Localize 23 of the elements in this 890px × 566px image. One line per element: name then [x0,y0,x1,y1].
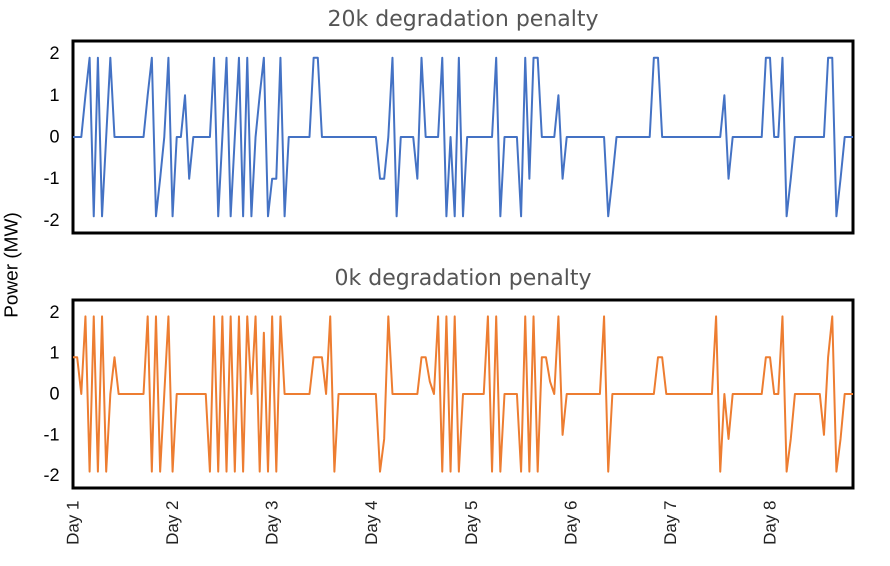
x-tick-label: Day 3 [262,500,282,545]
x-tick-label: Day 1 [64,500,82,545]
x-tick-label: Day 2 [163,500,182,545]
y-tick-label: -1 [43,424,60,444]
x-tick-label: Day 4 [362,500,382,545]
line-series [73,315,853,473]
chart-title: 20k degradation penalty [328,7,598,32]
y-tick-label: 1 [49,84,60,105]
line-series [73,56,853,218]
y-tick-label: 0 [49,384,60,404]
x-tick-label: Day 5 [462,500,481,545]
y-tick-label: -2 [43,465,60,486]
x-tick-label: Day 8 [760,500,780,545]
y-axis-title: Power (MW) [1,212,22,318]
chart-title: 0k degradation penalty [334,266,592,291]
y-tick-label: 2 [49,302,60,322]
x-tick-label: Day 6 [561,500,580,545]
y-tick-label: 1 [49,342,60,363]
x-tick-label: Day 7 [660,500,680,545]
y-tick-label: 2 [49,43,60,64]
y-tick-label: -2 [43,210,60,230]
y-tick-label: 0 [49,126,60,146]
y-tick-label: -1 [43,168,60,188]
